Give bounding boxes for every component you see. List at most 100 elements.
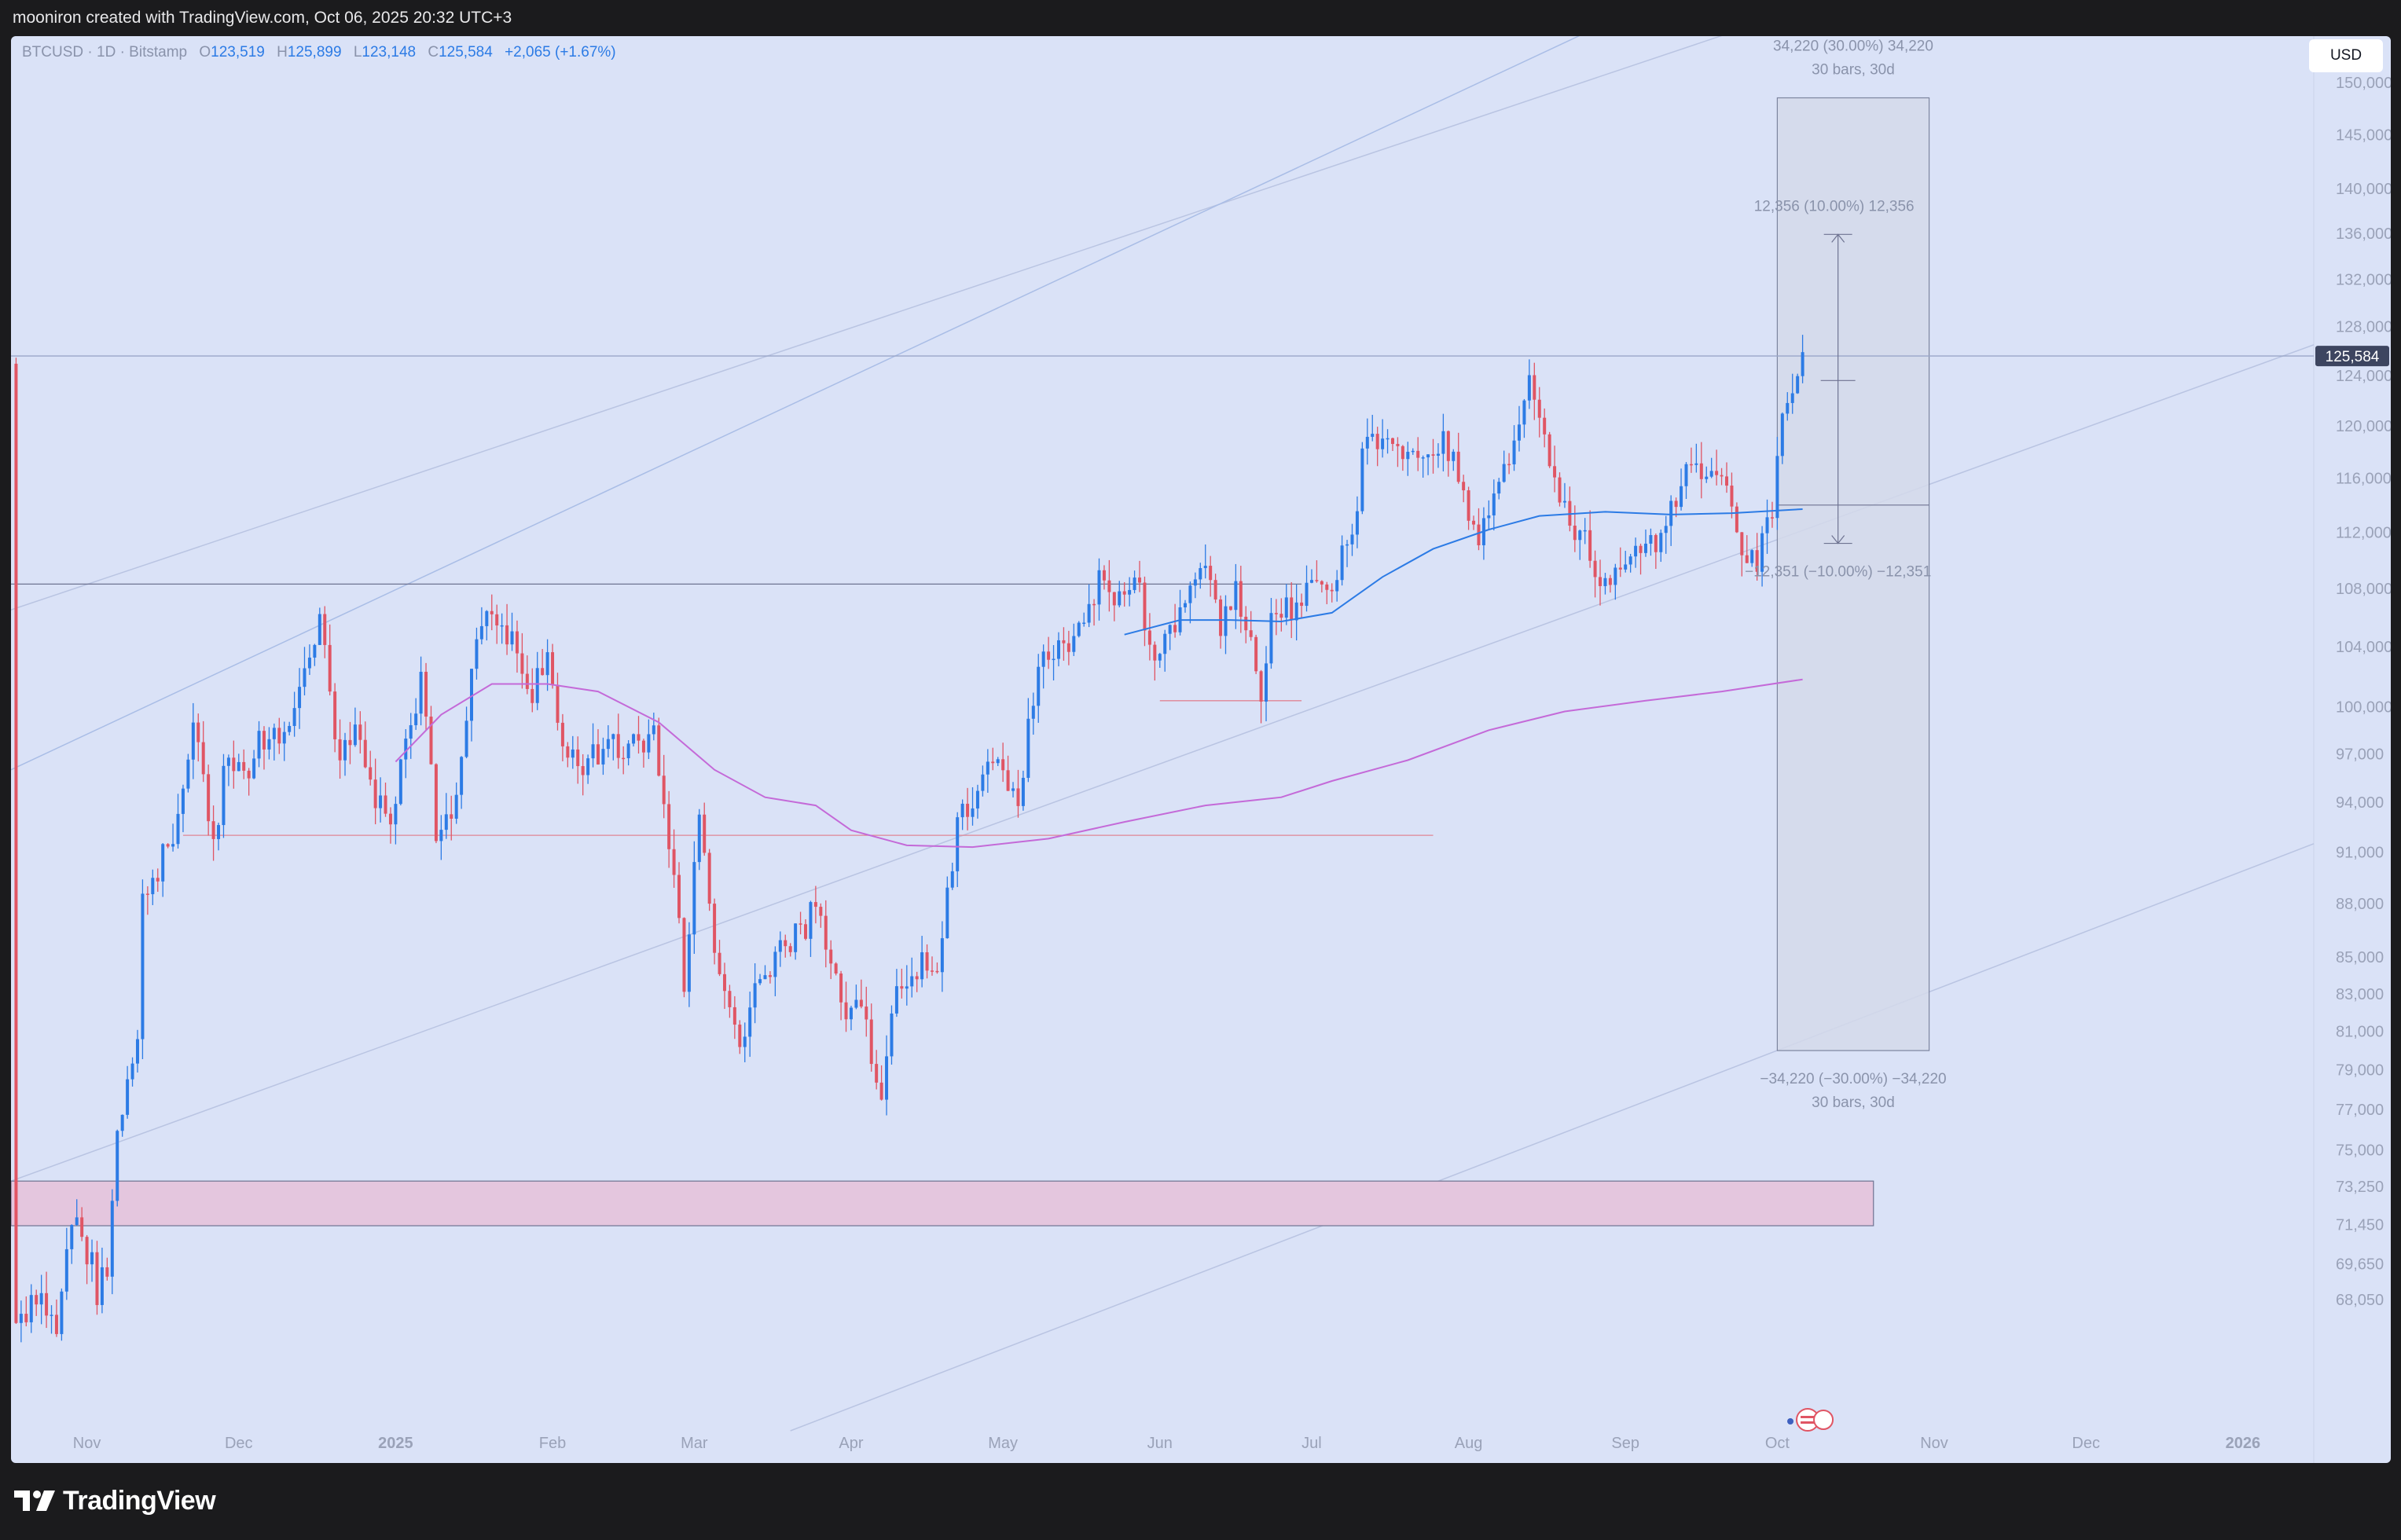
candle-body — [1107, 580, 1111, 592]
candle-body — [1599, 577, 1603, 586]
candle-body — [1269, 613, 1273, 664]
candle-body — [1309, 580, 1313, 583]
candle-body — [591, 744, 595, 759]
candle-body — [601, 749, 605, 764]
candle-body — [728, 991, 732, 1007]
candle-body — [186, 759, 190, 789]
candle-body — [1102, 570, 1106, 581]
candle-body — [475, 639, 479, 669]
candle-body — [252, 758, 256, 779]
candle-body — [1158, 654, 1162, 661]
candle-body — [24, 1314, 28, 1322]
candle-body — [637, 734, 641, 741]
candle-body — [60, 1291, 64, 1334]
chart-panel[interactable]: 34,220 (30.00%) 34,220 30 bars, 30d −34,22… — [11, 36, 2391, 1463]
price-tick-label: 145,000 — [2336, 126, 2391, 144]
time-tick-label: Nov — [1920, 1435, 1948, 1452]
price-tick-label: 81,000 — [2336, 1024, 2384, 1041]
candle-body — [844, 1002, 848, 1020]
tradingview-logo[interactable]: TradingView — [14, 1483, 216, 1518]
candle-body — [54, 1314, 58, 1334]
time-tick-label: Apr — [839, 1435, 863, 1452]
candle-body — [1153, 644, 1157, 661]
candle-body — [1588, 530, 1592, 561]
candle-body — [1614, 567, 1617, 585]
candle-body — [677, 874, 681, 918]
candle-body — [1021, 777, 1025, 806]
candle-body — [950, 871, 954, 888]
candle-body — [829, 949, 833, 964]
candle-body — [626, 743, 630, 758]
candle-body — [318, 614, 321, 645]
time-tick-label: Jul — [1301, 1435, 1322, 1452]
candle-body — [1674, 500, 1678, 508]
candle-body — [975, 790, 979, 808]
economic-event-icon[interactable] — [1813, 1410, 1834, 1430]
time-tick-label: May — [988, 1435, 1018, 1452]
candle-body — [470, 669, 473, 721]
projection-bottom-label: −34,220 (−30.00%) −34,220 — [1760, 1071, 1946, 1087]
candle-body — [606, 739, 610, 750]
candle-body — [298, 687, 302, 709]
candle-body — [1016, 788, 1020, 806]
candle-body — [931, 970, 934, 972]
candle-body — [1320, 581, 1323, 585]
candle-body — [19, 1314, 23, 1323]
candle-body — [545, 652, 549, 676]
measure-up-arrow — [1831, 233, 1845, 243]
candle-body — [1031, 706, 1035, 719]
candle-body — [207, 774, 211, 822]
candle-body — [1750, 550, 1754, 563]
candle-body — [551, 652, 555, 685]
candle-body — [358, 724, 362, 740]
candle-body — [1573, 526, 1577, 541]
candle-body — [292, 708, 296, 726]
candle-body — [611, 734, 615, 739]
time-tick-label: Dec — [225, 1435, 253, 1452]
candle-body — [1628, 556, 1632, 565]
channel-line[interactable] — [11, 36, 2157, 610]
candle-body — [1492, 493, 1496, 515]
candle-body — [39, 1292, 43, 1305]
candle-body — [226, 757, 230, 766]
candle-body — [981, 774, 985, 791]
candle-body — [1522, 400, 1526, 425]
candle-body — [1056, 640, 1060, 659]
candle-body — [414, 713, 418, 725]
candle-body — [1634, 545, 1638, 557]
candle-body — [1391, 438, 1394, 444]
channel-line[interactable] — [11, 344, 2315, 1182]
candle-body — [145, 893, 149, 895]
candle-body — [1725, 476, 1729, 486]
candle-body — [479, 625, 483, 640]
candle-body — [1143, 582, 1147, 631]
candle-body — [257, 731, 261, 759]
candle-body — [85, 1237, 89, 1265]
candle-body — [753, 983, 757, 1008]
candle-body — [1760, 533, 1764, 572]
candle-body — [809, 902, 813, 939]
candle-body — [1006, 770, 1010, 791]
candle-body — [1512, 440, 1516, 464]
tradingview-logo-icon — [14, 1490, 55, 1511]
candle-body — [1183, 603, 1187, 607]
candle-body — [1213, 580, 1217, 600]
price-tick-label: 88,000 — [2336, 896, 2384, 913]
candle-body — [1294, 602, 1298, 621]
channel-line[interactable] — [790, 843, 2315, 1432]
currency-button[interactable]: USD — [2309, 39, 2383, 72]
candle-body — [1730, 486, 1734, 507]
price-chart[interactable]: 34,220 (30.00%) 34,220 30 bars, 30d −34,22… — [11, 36, 2391, 1463]
projection-box[interactable] — [1776, 97, 1930, 1051]
candle-body — [1547, 434, 1551, 467]
candle-body — [1775, 456, 1779, 519]
support-zone[interactable] — [11, 1180, 1874, 1226]
candle-body — [971, 808, 975, 817]
footer-bar: TradingView — [0, 1463, 2401, 1540]
candle-body — [1284, 597, 1288, 618]
channel-line[interactable] — [11, 36, 1650, 771]
candle-body — [1001, 759, 1005, 771]
candle-body — [566, 746, 570, 758]
price-tick-label: 108,000 — [2336, 581, 2391, 598]
candle-body — [135, 1039, 139, 1064]
